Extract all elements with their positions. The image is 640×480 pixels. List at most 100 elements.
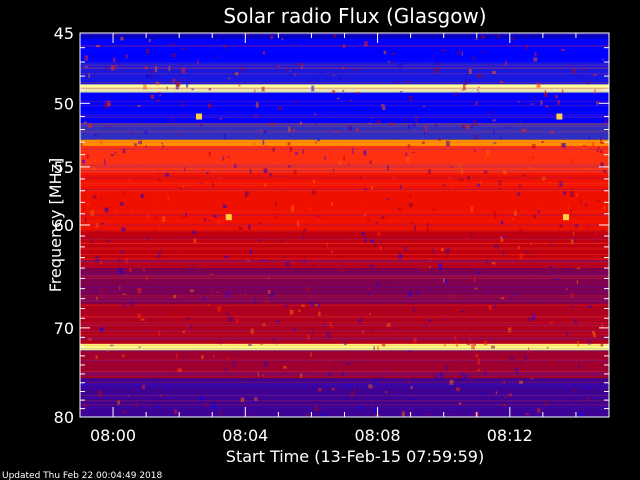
noise-speck <box>204 217 206 223</box>
noise-speck <box>331 250 333 253</box>
noise-speck <box>446 247 450 253</box>
noise-speck <box>158 330 160 336</box>
noise-speck <box>505 126 508 130</box>
noise-speck <box>260 343 263 345</box>
noise-speck <box>262 140 265 145</box>
noise-speck <box>104 103 108 109</box>
noise-speck <box>368 384 373 389</box>
noise-speck <box>492 71 496 75</box>
noise-speck <box>130 300 135 307</box>
noise-speck <box>559 181 563 187</box>
noise-speck <box>210 113 213 116</box>
noise-speck <box>270 122 274 127</box>
noise-speck <box>116 209 119 214</box>
noise-speck <box>528 156 530 163</box>
noise-speck <box>560 49 565 51</box>
noise-speck <box>407 131 410 133</box>
noise-streak <box>80 100 609 102</box>
noise-speck <box>555 278 559 280</box>
noise-speck <box>513 268 518 271</box>
noise-speck <box>313 113 317 116</box>
noise-speck <box>382 368 386 370</box>
noise-speck <box>122 148 126 154</box>
noise-speck <box>80 96 84 98</box>
noise-speck <box>249 168 252 175</box>
noise-speck <box>200 355 204 359</box>
noise-speck <box>486 292 489 295</box>
noise-speck <box>600 142 605 145</box>
noise-speck <box>314 405 319 412</box>
noise-speck <box>442 184 447 187</box>
noise-speck <box>249 415 253 417</box>
noise-streak <box>80 290 609 292</box>
freq-band-12 <box>80 343 609 351</box>
noise-speck <box>404 118 407 122</box>
noise-streak <box>80 371 609 373</box>
noise-speck <box>228 110 231 114</box>
noise-speck <box>270 173 273 177</box>
noise-speck <box>570 209 572 214</box>
noise-speck <box>282 360 285 363</box>
noise-speck <box>469 374 472 381</box>
noise-speck <box>496 35 501 39</box>
noise-speck <box>129 145 132 148</box>
noise-speck <box>299 373 303 378</box>
noise-speck <box>468 69 472 75</box>
noise-streak <box>80 237 609 239</box>
noise-speck <box>91 167 96 171</box>
noise-speck <box>370 185 374 190</box>
noise-speck <box>206 172 209 174</box>
noise-speck <box>497 187 502 190</box>
noise-speck <box>537 204 540 208</box>
noise-streak <box>80 67 609 69</box>
noise-speck <box>170 116 174 122</box>
noise-speck <box>510 355 514 362</box>
noise-speck <box>332 364 337 369</box>
noise-speck <box>361 201 364 205</box>
noise-speck <box>82 159 86 164</box>
noise-speck <box>602 58 604 61</box>
noise-speck <box>385 282 390 284</box>
noise-speck <box>347 384 352 388</box>
noise-speck <box>448 163 450 170</box>
noise-speck <box>492 119 496 122</box>
noise-speck <box>146 275 148 281</box>
noise-streak <box>80 115 609 117</box>
y-axis: 45 50 55 60 70 80 <box>54 24 609 427</box>
noise-speck <box>469 338 471 343</box>
noise-streak <box>80 112 609 114</box>
noise-speck <box>339 77 343 81</box>
noise-speck <box>351 321 356 324</box>
noise-speck <box>593 333 596 338</box>
noise-speck <box>278 106 282 111</box>
noise-speck <box>445 364 448 371</box>
noise-speck <box>315 121 317 125</box>
noise-speck <box>495 391 498 394</box>
noise-speck <box>268 173 271 176</box>
noise-speck <box>296 220 300 227</box>
noise-speck <box>283 365 287 369</box>
noise-speck <box>270 292 274 298</box>
noise-speck <box>240 397 245 402</box>
noise-speck <box>481 35 486 39</box>
noise-speck <box>173 294 177 299</box>
noise-speck <box>227 357 229 360</box>
noise-speck <box>254 397 258 401</box>
noise-speck <box>187 317 190 320</box>
noise-speck <box>448 176 451 180</box>
noise-speck <box>142 117 145 124</box>
noise-speck <box>440 268 444 270</box>
noise-speck <box>574 236 576 243</box>
noise-speck <box>467 175 470 180</box>
noise-speck <box>267 305 271 307</box>
y-tick-label-4: 70 <box>54 319 74 338</box>
noise-speck <box>446 283 449 285</box>
noise-speck <box>425 227 430 233</box>
noise-speck <box>323 324 325 328</box>
x-tick-label-2: 08:08 <box>355 426 401 445</box>
noise-speck <box>373 45 375 50</box>
noise-streak <box>80 114 609 116</box>
noise-speck <box>454 412 458 416</box>
noise-speck <box>190 319 193 324</box>
noise-streak <box>80 286 609 288</box>
